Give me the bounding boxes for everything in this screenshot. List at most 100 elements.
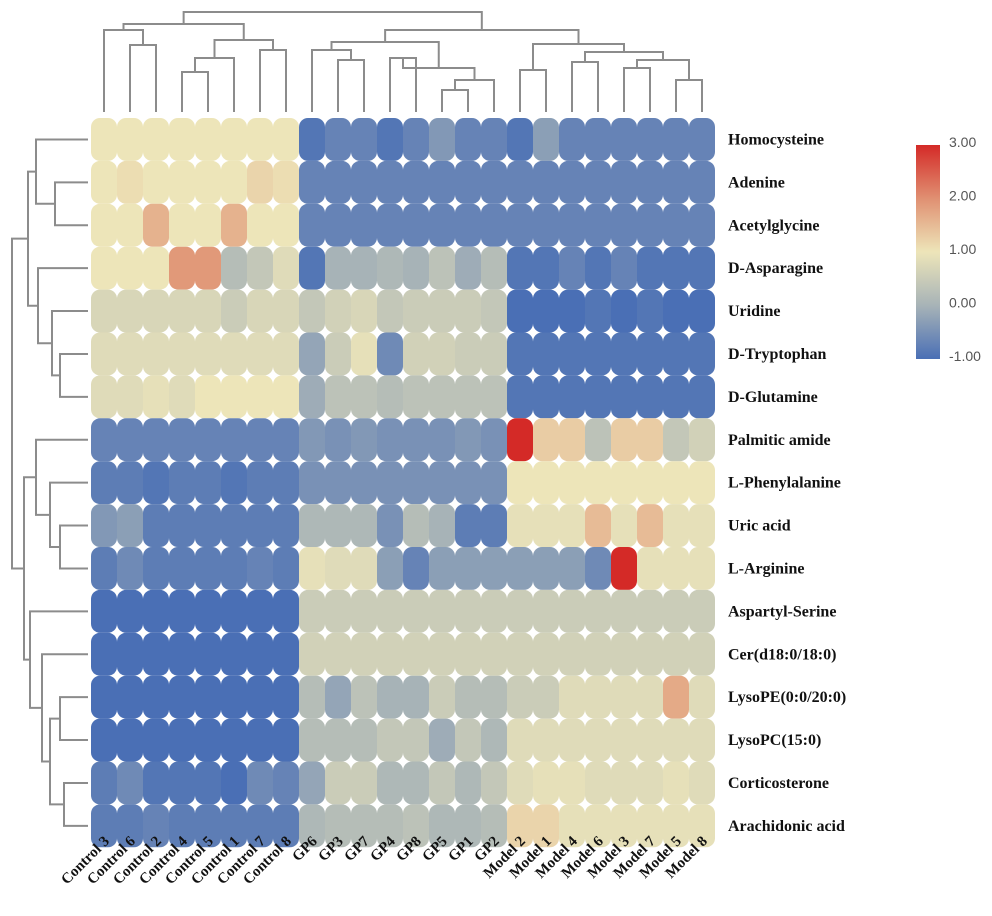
heatmap-cell xyxy=(117,675,143,719)
cell-corner-marker xyxy=(476,757,486,766)
cell-corner-marker xyxy=(658,413,668,423)
cell-corner-marker xyxy=(684,285,694,295)
cell-corner-marker xyxy=(554,585,564,595)
cell-corner-marker xyxy=(424,499,434,509)
heatmap-cell xyxy=(481,504,507,547)
cell-corner-marker xyxy=(424,757,434,766)
cell-corner-marker xyxy=(580,585,590,595)
heatmap-cell xyxy=(559,547,585,590)
cell-corner-marker xyxy=(424,413,434,423)
cell-corner-marker xyxy=(320,585,330,595)
cell-corner-marker xyxy=(554,628,564,638)
heatmap-cell xyxy=(611,718,637,762)
cell-corner-marker xyxy=(138,714,148,724)
heatmap-cell xyxy=(533,675,559,719)
heatmap-cell xyxy=(585,504,611,547)
cell-corner-marker xyxy=(320,456,330,466)
heatmap-cell xyxy=(585,461,611,505)
heatmap-cell xyxy=(507,547,533,590)
heatmap-cell xyxy=(117,160,143,204)
heatmap-cell xyxy=(481,375,507,419)
heatmap-cell xyxy=(325,375,351,419)
cell-corner-marker xyxy=(138,285,148,295)
cell-corner-marker xyxy=(424,799,434,809)
cell-corner-marker xyxy=(372,714,382,724)
cell-corner-marker xyxy=(398,714,408,724)
cell-corner-marker xyxy=(164,413,174,423)
heatmap-cell xyxy=(377,547,403,590)
heatmap-cell xyxy=(273,289,299,333)
heatmap-cell xyxy=(221,547,247,590)
cell-corner-marker xyxy=(346,799,356,809)
heatmap-cell xyxy=(247,461,273,505)
heatmap-cell xyxy=(351,461,377,505)
cell-corner-marker xyxy=(164,499,174,509)
heatmap-cell xyxy=(507,804,533,848)
heatmap-cell xyxy=(91,718,117,762)
cell-corner-marker xyxy=(242,285,252,295)
heatmap-cell xyxy=(377,246,403,290)
heatmap-cell xyxy=(637,547,663,590)
cell-corner-marker xyxy=(268,242,278,252)
heatmap-cell xyxy=(533,246,559,290)
heatmap-cell xyxy=(559,589,585,633)
cell-corner-marker xyxy=(554,199,564,209)
heatmap-cell xyxy=(403,160,429,204)
cell-corner-marker xyxy=(554,499,564,509)
cell-corner-marker xyxy=(216,413,226,423)
heatmap-cell xyxy=(663,203,689,247)
color-scale-tick-label: 2.00 xyxy=(949,188,976,204)
heatmap-cell xyxy=(507,504,533,547)
heatmap-cell xyxy=(143,718,169,762)
heatmap-cell xyxy=(273,504,299,547)
heatmap-cell xyxy=(663,289,689,333)
cell-corner-marker xyxy=(450,156,460,166)
row-label: Aspartyl-Serine xyxy=(728,603,836,620)
heatmap-cell xyxy=(611,547,637,590)
heatmap-cell xyxy=(533,718,559,762)
cell-corner-marker xyxy=(190,199,200,209)
row-label: Arachidonic acid xyxy=(728,818,845,835)
heatmap-cell xyxy=(377,375,403,419)
cell-corner-marker xyxy=(632,242,642,252)
cell-corner-marker xyxy=(320,799,330,809)
cell-corner-marker xyxy=(398,799,408,809)
heatmap-cell xyxy=(637,418,663,462)
cell-corner-marker xyxy=(268,757,278,766)
row-label: LysoPC(15:0) xyxy=(728,732,821,749)
cell-corner-marker xyxy=(138,799,148,809)
heatmap-cell xyxy=(637,761,663,805)
heatmap-cell xyxy=(169,504,195,547)
cell-corner-marker xyxy=(138,199,148,209)
heatmap-cell xyxy=(663,504,689,547)
heatmap-cell xyxy=(325,804,351,848)
heatmap-cell xyxy=(429,332,455,376)
row-label: Corticosterone xyxy=(728,775,829,792)
heatmap-cell xyxy=(195,375,221,419)
cell-corner-marker xyxy=(190,285,200,295)
dendrogram-branch xyxy=(59,696,88,742)
heatmap-cell xyxy=(507,289,533,333)
cell-corner-marker xyxy=(216,542,226,552)
heatmap-cell xyxy=(611,203,637,247)
cell-corner-marker xyxy=(632,199,642,209)
cell-corner-marker xyxy=(554,542,564,552)
heatmap-cell xyxy=(351,332,377,376)
row-label: L-Phenylalanine xyxy=(728,475,841,492)
heatmap-cell xyxy=(299,246,325,290)
cell-corner-marker xyxy=(632,413,642,423)
heatmap-cell xyxy=(273,804,299,848)
cell-corner-marker xyxy=(320,242,330,252)
cell-corner-marker xyxy=(112,370,122,380)
heatmap-cell xyxy=(663,761,689,805)
dendrogram-branch xyxy=(11,237,28,570)
cell-corner-marker xyxy=(424,199,434,209)
dendrogram-branch xyxy=(636,59,690,80)
cell-corner-marker xyxy=(658,757,668,766)
cell-corner-marker xyxy=(190,413,200,423)
cell-corner-marker xyxy=(112,328,122,337)
heatmap-cell xyxy=(221,332,247,376)
heatmap-cell xyxy=(169,332,195,376)
dendrogram-branch xyxy=(63,781,88,827)
heatmap-cell xyxy=(455,118,481,161)
